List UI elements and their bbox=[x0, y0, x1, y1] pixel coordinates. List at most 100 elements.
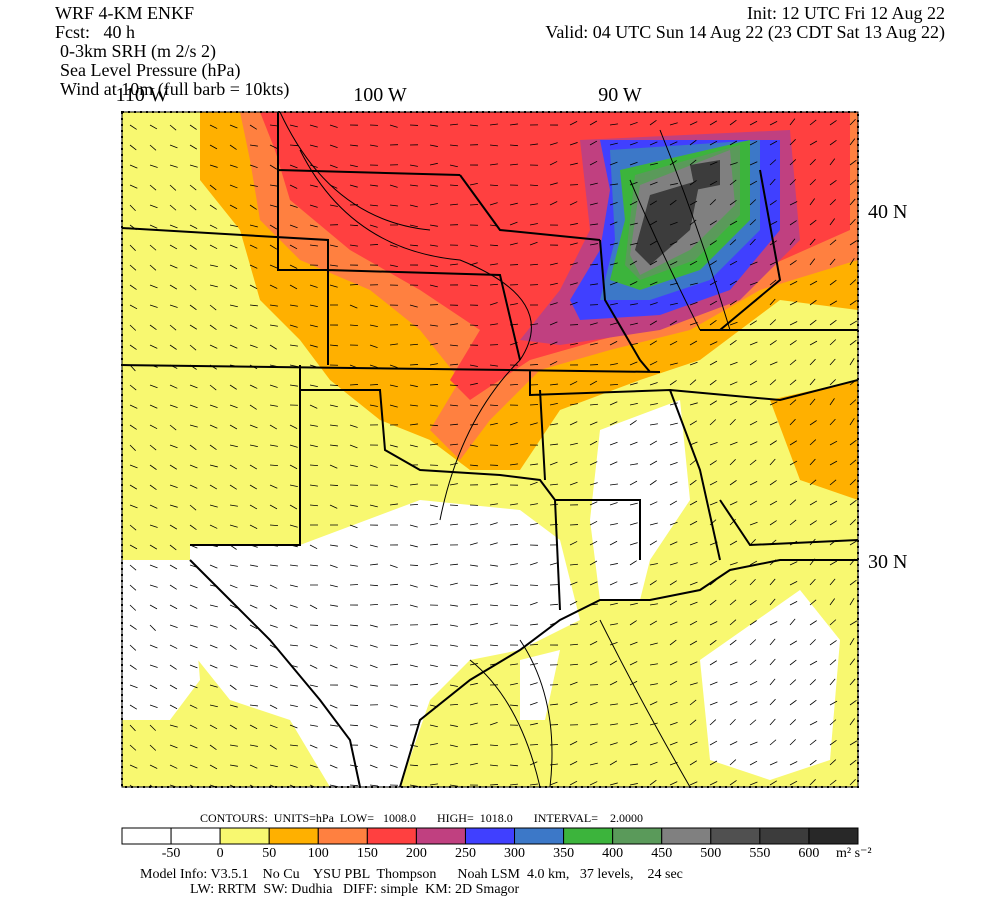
wind-barb bbox=[789, 260, 797, 266]
wind-barb bbox=[189, 544, 198, 549]
wind-barb bbox=[729, 459, 736, 466]
wind-barb bbox=[509, 604, 519, 607]
wind-barb bbox=[369, 384, 379, 386]
wind-barb bbox=[469, 244, 478, 247]
wind-barb bbox=[849, 718, 856, 726]
wind-barb bbox=[429, 683, 438, 686]
wind-barb bbox=[169, 384, 178, 389]
wind-barb bbox=[689, 601, 698, 606]
wind-barb bbox=[189, 344, 197, 351]
wind-barb bbox=[589, 603, 598, 606]
wind-barb bbox=[489, 784, 499, 786]
wind-barb bbox=[849, 740, 858, 746]
wind-barb bbox=[429, 763, 438, 766]
wind-barb bbox=[289, 564, 298, 567]
wind-barb bbox=[689, 479, 697, 486]
wind-barb bbox=[249, 284, 258, 290]
wind-barb bbox=[829, 358, 836, 366]
wind-barb bbox=[709, 579, 717, 586]
wind-barb bbox=[509, 123, 518, 126]
wind-barb bbox=[509, 341, 518, 346]
wind-barb bbox=[349, 504, 358, 507]
wind-barb bbox=[189, 684, 198, 689]
wind-barb bbox=[849, 358, 855, 366]
wind-barb bbox=[629, 620, 637, 626]
wind-barb bbox=[849, 379, 857, 386]
wind-barb bbox=[709, 161, 718, 166]
wind-barb bbox=[369, 144, 378, 147]
wind-barb bbox=[549, 763, 558, 766]
wind-barb bbox=[409, 343, 419, 346]
wind-barb bbox=[269, 144, 278, 149]
wind-barb bbox=[349, 464, 358, 468]
field-label: 0-3km SRH (m 2/s 2) bbox=[60, 41, 216, 62]
wind-barb bbox=[469, 284, 478, 287]
wind-barb bbox=[589, 723, 598, 726]
wind-barb bbox=[369, 404, 378, 407]
wind-barb bbox=[749, 599, 757, 606]
wind-barb bbox=[229, 524, 238, 528]
wind-barb bbox=[289, 444, 298, 448]
wind-barb bbox=[229, 744, 238, 747]
wind-barb bbox=[449, 523, 458, 526]
wind-barb bbox=[389, 264, 398, 267]
wind-barb bbox=[229, 344, 238, 349]
wind-barb bbox=[629, 382, 638, 386]
wind-barb bbox=[509, 463, 518, 466]
wind-barb bbox=[749, 180, 758, 186]
wind-barb bbox=[349, 444, 358, 449]
wind-barb bbox=[589, 762, 598, 766]
wind-barb bbox=[409, 204, 418, 208]
wind-barb bbox=[809, 599, 817, 606]
wind-barb bbox=[829, 258, 836, 266]
wind-barb bbox=[709, 560, 718, 566]
wind-barb bbox=[609, 303, 618, 306]
wind-barb bbox=[369, 184, 378, 187]
wind-barb bbox=[589, 781, 598, 786]
wind-barb bbox=[809, 119, 817, 126]
colorbar: -50 0 50 100 150 200 250 300 350 400 450 500 550 600 m… bbox=[121, 827, 872, 861]
wind-barb bbox=[309, 404, 318, 409]
wind-barb bbox=[629, 502, 638, 506]
wind-barb bbox=[709, 220, 717, 226]
wind-barb bbox=[709, 280, 718, 286]
wind-barb bbox=[829, 719, 837, 726]
wind-barb bbox=[549, 402, 558, 406]
wind-barb bbox=[309, 304, 318, 308]
wind-barb bbox=[569, 481, 578, 486]
wind-barb bbox=[349, 384, 359, 386]
wind-barb bbox=[729, 119, 737, 126]
wind-barb bbox=[569, 301, 578, 306]
wind-barb bbox=[769, 261, 778, 266]
wind-barb bbox=[449, 762, 458, 766]
wind-barb bbox=[509, 783, 518, 786]
wind-barb bbox=[689, 340, 698, 346]
wind-barb bbox=[569, 663, 579, 666]
wind-barb bbox=[669, 380, 677, 386]
wind-barb bbox=[569, 421, 578, 426]
wind-barb bbox=[129, 744, 137, 751]
wind-barb bbox=[429, 523, 438, 526]
wind-barb bbox=[349, 164, 358, 168]
wind-barb bbox=[549, 282, 558, 286]
wind-barb bbox=[609, 623, 618, 626]
wind-barb bbox=[189, 384, 198, 389]
wind-barb bbox=[849, 699, 857, 706]
wind-barb bbox=[569, 563, 579, 566]
wind-barb bbox=[629, 740, 638, 746]
wind-barb bbox=[289, 724, 298, 729]
wind-barb bbox=[829, 539, 837, 546]
wind-barb bbox=[269, 384, 278, 388]
wind-barb bbox=[229, 204, 238, 210]
wind-barb bbox=[789, 281, 798, 286]
wind-barb bbox=[729, 340, 737, 346]
wind-barb bbox=[709, 621, 718, 626]
wind-barb bbox=[129, 704, 138, 710]
wind-barb bbox=[509, 242, 518, 246]
wind-barb bbox=[249, 644, 258, 649]
wind-barb bbox=[129, 284, 137, 290]
wind-barb bbox=[549, 423, 558, 426]
wind-barb bbox=[449, 323, 458, 326]
colorbar-box bbox=[563, 827, 614, 845]
wind-barb bbox=[409, 643, 418, 646]
